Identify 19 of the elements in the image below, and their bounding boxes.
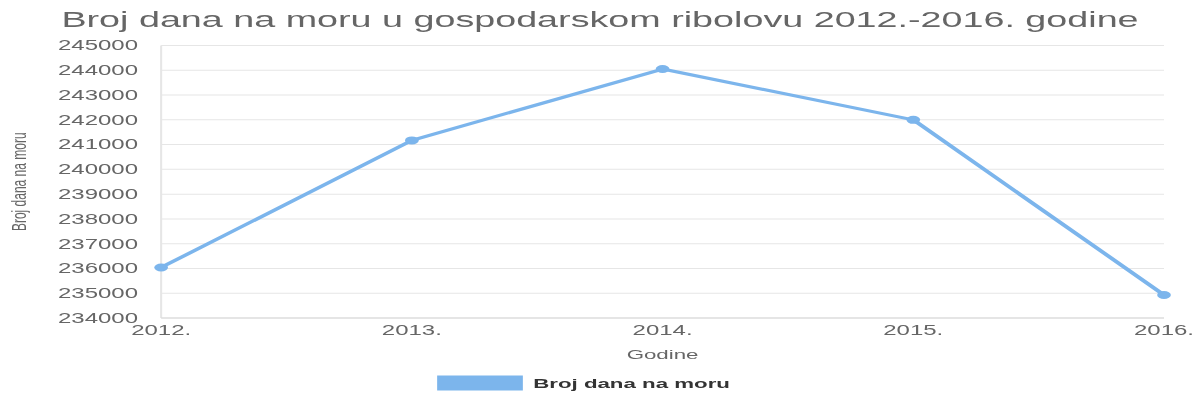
y-tick-label: 236000 — [57, 260, 139, 277]
x-axis-title: Godine — [626, 346, 699, 362]
y-tick-label: 238000 — [57, 210, 139, 227]
x-tick-label: 2016. — [1134, 322, 1194, 338]
x-tick-label: 2013. — [381, 322, 442, 338]
y-tick-label: 239000 — [57, 186, 139, 202]
text: Broj dana na moru — [533, 375, 730, 391]
chart-title: Broj dana na moru u gospodarskom ribolovu 2012.-2016. godine — [61, 7, 1139, 32]
x-tick-label: 2015. — [883, 322, 944, 338]
y-tick-label: 240000 — [57, 161, 139, 178]
y-axis-title: Broj dana na moru — [7, 132, 31, 232]
y-tick-label: 242000 — [57, 111, 139, 128]
x-tick-label: 2014. — [632, 322, 693, 338]
y-tick-label: 243000 — [57, 87, 139, 103]
y-tick-label: 241000 — [57, 136, 139, 153]
y-tick-label: 235000 — [57, 285, 139, 301]
y-tick-label: 244000 — [57, 62, 139, 79]
y-tick-label: 245000 — [57, 37, 139, 54]
y-tick-label: 237000 — [57, 235, 139, 252]
